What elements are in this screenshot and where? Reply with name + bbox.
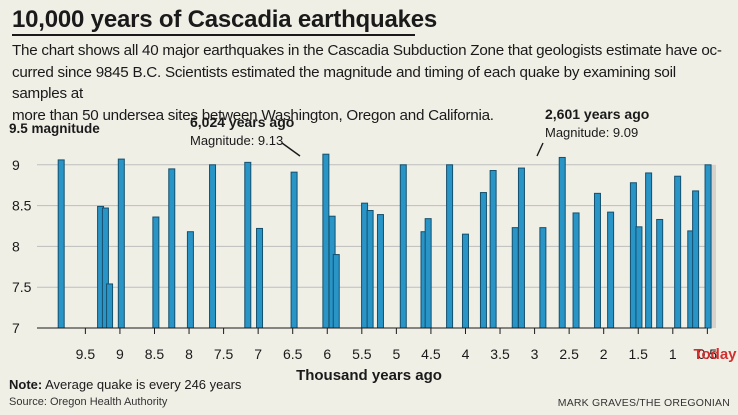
x-tick-label: 9.5	[76, 346, 96, 362]
quake-bar	[511, 227, 519, 329]
quake-bar	[244, 161, 252, 329]
quake-bar	[57, 159, 65, 329]
y-tick-label: 8	[12, 238, 20, 254]
annotation-label: 6,024 years ago	[190, 114, 294, 130]
quake-bar	[635, 226, 643, 329]
quake-bar	[607, 211, 615, 329]
description-line: The chart shows all 40 major earthquakes…	[12, 42, 722, 59]
description-line: curred since 9845 B.C. Scientists estima…	[12, 63, 676, 103]
quake-bar	[186, 231, 194, 329]
credit-line: MARK GRAVES/THE OREGONIAN	[557, 397, 730, 409]
chart-title: 10,000 years of Cascadia earthquakes	[12, 6, 438, 33]
quake-bar	[256, 227, 264, 329]
quake-bar	[322, 153, 330, 329]
x-tick-label: 6.5	[283, 346, 303, 362]
source-line: Source: Oregon Health Authority	[9, 396, 168, 408]
quake-bar	[645, 172, 653, 329]
title-underline	[12, 34, 415, 36]
x-tick-label: 3.5	[490, 346, 510, 362]
x-tick-label: 3	[531, 346, 539, 362]
y-tick-label: 9	[12, 157, 20, 173]
quake-bar	[446, 164, 454, 329]
quake-bar	[366, 209, 374, 329]
annotation-pointer	[281, 142, 301, 157]
quake-bar	[376, 214, 384, 329]
quake-bar	[517, 167, 525, 329]
quake-bar	[332, 254, 340, 329]
quake-bar	[593, 192, 601, 329]
quake-bar	[656, 218, 664, 329]
quake-bar	[572, 212, 580, 329]
x-tick-label: 9	[116, 346, 124, 362]
x-tick-label: 7	[254, 346, 262, 362]
quake-bar	[479, 192, 487, 329]
x-tick-label: 5.5	[352, 346, 372, 362]
quake-bar	[704, 164, 712, 329]
x-tick-label: 4	[462, 346, 470, 362]
quake-bar	[539, 227, 547, 329]
quake-bar	[424, 218, 432, 329]
annotation-pointer	[536, 142, 544, 157]
y-axis-label: 9.5 magnitude	[9, 121, 100, 136]
chart-description: The chart shows all 40 major earthquakes…	[12, 40, 732, 126]
x-tick-label: 4.5	[421, 346, 441, 362]
x-tick-label: 0.5	[698, 346, 718, 362]
quake-bar	[106, 283, 114, 329]
annotation-sublabel: Magnitude: 9.13	[190, 133, 283, 148]
quake-bar	[209, 164, 217, 329]
x-tick-label-today: Today	[693, 346, 737, 363]
quake-bar	[558, 156, 566, 329]
footnote: Note: Average quake is every 246 years	[9, 377, 241, 392]
x-tick-label: 8.5	[145, 346, 165, 362]
annotation-sublabel: Magnitude: 9.09	[545, 125, 638, 140]
quake-bar	[168, 168, 176, 329]
x-tick-label: 7.5	[214, 346, 234, 362]
annotation-label: 2,601 years ago	[545, 106, 649, 122]
x-tick-label: 2	[600, 346, 608, 362]
quake-bar	[674, 175, 682, 329]
x-tick-label: 5	[392, 346, 400, 362]
x-tick-label: 1	[669, 346, 677, 362]
x-axis-title: Thousand years ago	[296, 367, 442, 384]
x-tick-label: 6	[323, 346, 331, 362]
footnote-text: Average quake is every 246 years	[42, 377, 242, 392]
y-tick-label: 7.5	[12, 279, 32, 295]
quake-bar	[117, 158, 125, 329]
y-tick-label: 7	[12, 320, 20, 336]
x-tick-label: 2.5	[559, 346, 579, 362]
quake-bar	[399, 164, 407, 329]
quake-bar	[152, 216, 160, 329]
x-tick-label: 1.5	[629, 346, 649, 362]
quake-bar	[489, 170, 497, 329]
x-tick-label: 8	[185, 346, 193, 362]
quake-bar	[461, 233, 469, 329]
quake-bar	[290, 171, 298, 329]
footnote-label: Note:	[9, 377, 43, 392]
y-tick-label: 8.5	[12, 198, 32, 214]
quake-bar	[692, 190, 700, 329]
description-line: more than 50 undersea sites between Wash…	[12, 106, 494, 124]
